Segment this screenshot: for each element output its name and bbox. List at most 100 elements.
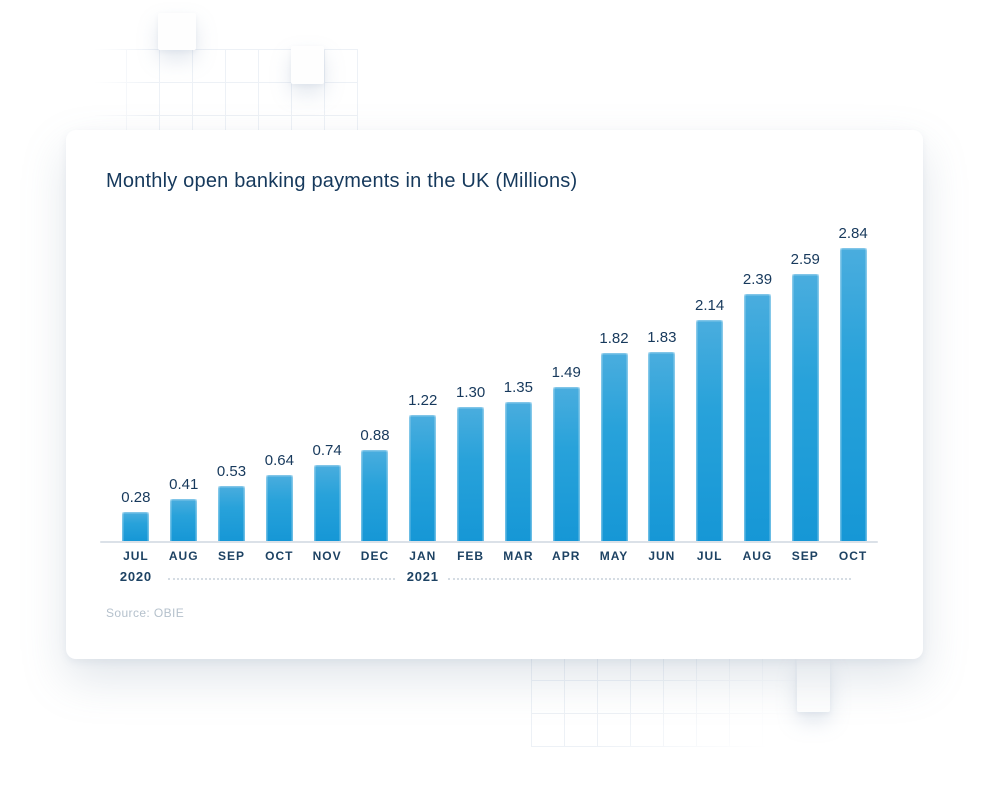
bar-column: 2.39 <box>734 271 782 541</box>
bar-column: 0.74 <box>303 442 351 541</box>
bar-value-label: 2.59 <box>790 251 820 268</box>
bar-value-label: 1.82 <box>599 330 629 347</box>
bar-value-label: 0.88 <box>360 427 390 444</box>
bar <box>409 415 437 541</box>
bar <box>743 294 771 541</box>
bar-column: 0.53 <box>208 463 256 541</box>
chart-baseline <box>100 541 878 543</box>
bar-value-label: 0.53 <box>216 463 247 480</box>
bar <box>696 320 724 541</box>
bar <box>361 450 389 541</box>
bar-value-label: 0.28 <box>121 489 151 506</box>
bar-column: 1.49 <box>542 364 590 541</box>
bar <box>552 387 580 541</box>
x-axis-tick: FEB <box>447 549 495 584</box>
chart-card: Monthly open banking payments in the UK … <box>66 130 923 659</box>
bar <box>170 499 198 541</box>
x-axis-year-label <box>447 570 495 584</box>
bar <box>122 512 150 541</box>
bar-value-label: 1.83 <box>647 329 677 346</box>
bar-column: 2.59 <box>781 251 829 541</box>
x-axis-month-label: MAR <box>503 549 534 563</box>
x-axis-year-label <box>255 570 303 584</box>
x-axis-tick: SEP <box>208 549 256 584</box>
x-axis-tick: OCT <box>255 549 303 584</box>
x-axis-tick: NOV <box>303 549 351 584</box>
x-axis-year-label: 2021 <box>406 569 439 584</box>
x-axis-month-label: MAY <box>599 549 629 563</box>
x-axis-year-label <box>542 570 590 584</box>
x-axis-month-label: SEP <box>218 549 246 563</box>
x-axis: JUL 2020 AUG SEP OCT NOV DEC JAN 2021 FEB MAR APR MA… <box>112 549 877 597</box>
bar-value-label: 2.14 <box>695 297 725 314</box>
bar <box>791 274 819 541</box>
bar <box>218 486 246 541</box>
bar-column: 1.30 <box>447 384 495 541</box>
x-axis-month-label: SEP <box>791 549 819 563</box>
bar <box>265 475 293 541</box>
decorative-tile <box>291 46 324 84</box>
bar <box>313 465 341 541</box>
background-grid-pattern-bottom <box>531 647 797 747</box>
decorative-tile <box>797 659 830 712</box>
bar-column: 0.64 <box>255 452 303 541</box>
x-axis-year-label <box>160 570 208 584</box>
x-axis-month-label: JUL <box>123 549 149 563</box>
x-axis-year-label <box>208 570 256 584</box>
x-axis-tick: AUG <box>160 549 208 584</box>
x-axis-month-label: OCT <box>838 549 868 563</box>
x-axis-tick: APR <box>542 549 590 584</box>
x-axis-tick: JUL 2020 <box>112 549 160 584</box>
bar-value-label: 2.39 <box>742 271 773 288</box>
x-axis-month-label: AUG <box>168 549 199 563</box>
decorative-tile <box>158 13 196 50</box>
x-axis-month-label: AUG <box>742 549 773 563</box>
x-axis-month-label: APR <box>552 549 581 563</box>
x-axis-month-label: NOV <box>312 549 342 563</box>
x-axis-tick: JUL <box>686 549 734 584</box>
x-axis-tick: OCT <box>829 549 877 584</box>
x-axis-year-label <box>638 570 686 584</box>
x-axis-year-label <box>829 570 877 584</box>
x-axis-tick: MAR <box>495 549 543 584</box>
x-axis-year-label <box>303 570 351 584</box>
x-axis-year-label <box>781 570 829 584</box>
bar-value-label: 0.74 <box>312 442 342 459</box>
bar <box>648 352 676 541</box>
bar-value-label: 1.22 <box>408 392 438 409</box>
bar-value-label: 0.64 <box>264 452 294 469</box>
bar-column: 0.28 <box>112 489 160 541</box>
bar-value-label: 2.84 <box>838 225 868 242</box>
bar-column: 2.14 <box>686 297 734 541</box>
bar-value-label: 1.35 <box>503 379 533 396</box>
x-axis-year-label <box>495 570 543 584</box>
bar-column: 1.22 <box>399 392 447 541</box>
year-divider-dotted-line <box>168 578 395 580</box>
x-axis-month-label: OCT <box>265 549 294 563</box>
x-axis-tick: JAN 2021 <box>399 549 447 584</box>
x-axis-month-label: JAN <box>409 549 437 563</box>
bar-chart-plot-area: 0.28 0.41 0.53 0.64 0.74 0.88 1.22 1.30 1.35 1.49… <box>112 225 877 541</box>
x-axis-tick: AUG <box>734 549 782 584</box>
bar-value-label: 0.41 <box>169 476 199 493</box>
source-label: Source: OBIE <box>106 606 185 620</box>
x-axis-year-label <box>590 570 638 584</box>
bar-column: 0.41 <box>160 476 208 541</box>
bar <box>504 402 532 541</box>
bar-value-label: 1.30 <box>455 384 486 401</box>
bar <box>600 353 628 541</box>
x-axis-tick: DEC <box>351 549 399 584</box>
x-axis-tick: SEP <box>781 549 829 584</box>
x-axis-tick: MAY <box>590 549 638 584</box>
bar-column: 1.83 <box>638 329 686 541</box>
x-axis-year-label: 2020 <box>119 569 152 584</box>
bar-column: 1.82 <box>590 330 638 541</box>
bar-column: 0.88 <box>351 427 399 541</box>
bar-column: 2.84 <box>829 225 877 541</box>
year-divider-dotted-line <box>448 578 851 580</box>
bar <box>457 407 485 541</box>
x-axis-month-label: DEC <box>360 549 390 563</box>
x-axis-year-label <box>351 570 399 584</box>
bar <box>839 248 867 541</box>
